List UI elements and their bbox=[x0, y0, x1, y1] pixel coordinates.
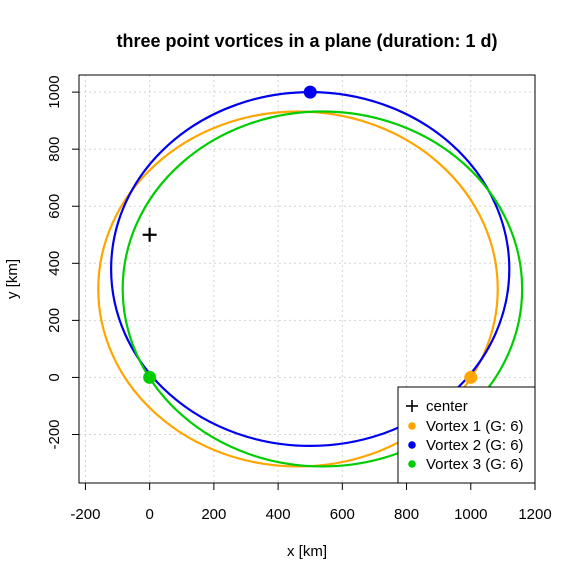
legend-symbol-vortex-1 bbox=[408, 422, 416, 430]
y-tick-label: 1000 bbox=[46, 75, 63, 108]
x-tick-label: 0 bbox=[145, 506, 153, 523]
vortex-markers bbox=[143, 85, 478, 384]
x-tick-label: 1000 bbox=[454, 506, 487, 523]
legend-symbol-vortex-2 bbox=[408, 441, 416, 449]
legend-item-vortex-3: Vortex 3 (G: 6) bbox=[408, 456, 524, 473]
x-tick-label: 400 bbox=[266, 506, 291, 523]
start-marker-vortex-1 bbox=[464, 370, 478, 384]
y-tick-label: 600 bbox=[46, 194, 63, 219]
y-tick-label: 400 bbox=[46, 251, 63, 276]
x-tick-label: -200 bbox=[70, 506, 100, 523]
x-tick-label: 1200 bbox=[518, 506, 551, 523]
legend-item-vortex-1: Vortex 1 (G: 6) bbox=[408, 418, 524, 435]
vortex-orbits bbox=[97, 91, 524, 468]
y-tick-label: 0 bbox=[46, 373, 63, 381]
x-axis: -200 0 200 400 600 800 1000 1200 bbox=[70, 482, 552, 523]
x-tick-label: 200 bbox=[201, 506, 226, 523]
chart-title: three point vortices in a plane (duratio… bbox=[116, 31, 497, 51]
legend-label-vortex-2: Vortex 2 (G: 6) bbox=[426, 437, 524, 454]
y-tick-label: 800 bbox=[46, 137, 63, 162]
orbit-vortex-3 bbox=[121, 110, 524, 468]
legend-label-center: center bbox=[426, 398, 468, 415]
x-tick-label: 600 bbox=[330, 506, 355, 523]
start-marker-vortex-2 bbox=[303, 85, 317, 99]
y-axis-label: y [km] bbox=[4, 259, 21, 299]
y-axis: -200 0 200 400 600 800 1000 bbox=[46, 75, 80, 450]
y-tick-label: -200 bbox=[46, 419, 63, 449]
legend-item-vortex-2: Vortex 2 (G: 6) bbox=[408, 437, 524, 454]
center-marker bbox=[142, 227, 157, 242]
x-axis-label: x [km] bbox=[287, 543, 327, 560]
legend-box bbox=[397, 386, 536, 484]
legend-symbol-vortex-3 bbox=[408, 460, 416, 468]
y-tick-label: 200 bbox=[46, 308, 63, 333]
x-tick-label: 800 bbox=[394, 506, 419, 523]
start-marker-vortex-3 bbox=[143, 370, 157, 384]
legend-label-vortex-3: Vortex 3 (G: 6) bbox=[426, 456, 524, 473]
legend-item-center: center bbox=[406, 398, 468, 415]
orbit-vortex-1 bbox=[97, 110, 499, 468]
legend: center Vortex 1 (G: 6) Vortex 2 (G: 6) Vor… bbox=[397, 386, 536, 484]
legend-label-vortex-1: Vortex 1 (G: 6) bbox=[426, 418, 524, 435]
